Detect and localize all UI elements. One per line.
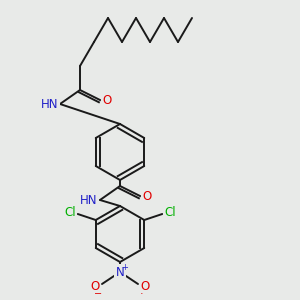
Text: O: O (140, 280, 150, 293)
Text: Cl: Cl (64, 206, 76, 218)
Text: +: + (122, 263, 128, 272)
Text: O: O (142, 190, 152, 202)
Text: ·: · (140, 289, 144, 299)
Text: N: N (116, 266, 124, 278)
Text: O: O (90, 280, 100, 293)
Text: HN: HN (80, 194, 97, 208)
Text: HN: HN (40, 98, 58, 110)
Text: −: − (94, 289, 102, 299)
Text: O: O (102, 94, 112, 106)
Text: Cl: Cl (164, 206, 176, 218)
